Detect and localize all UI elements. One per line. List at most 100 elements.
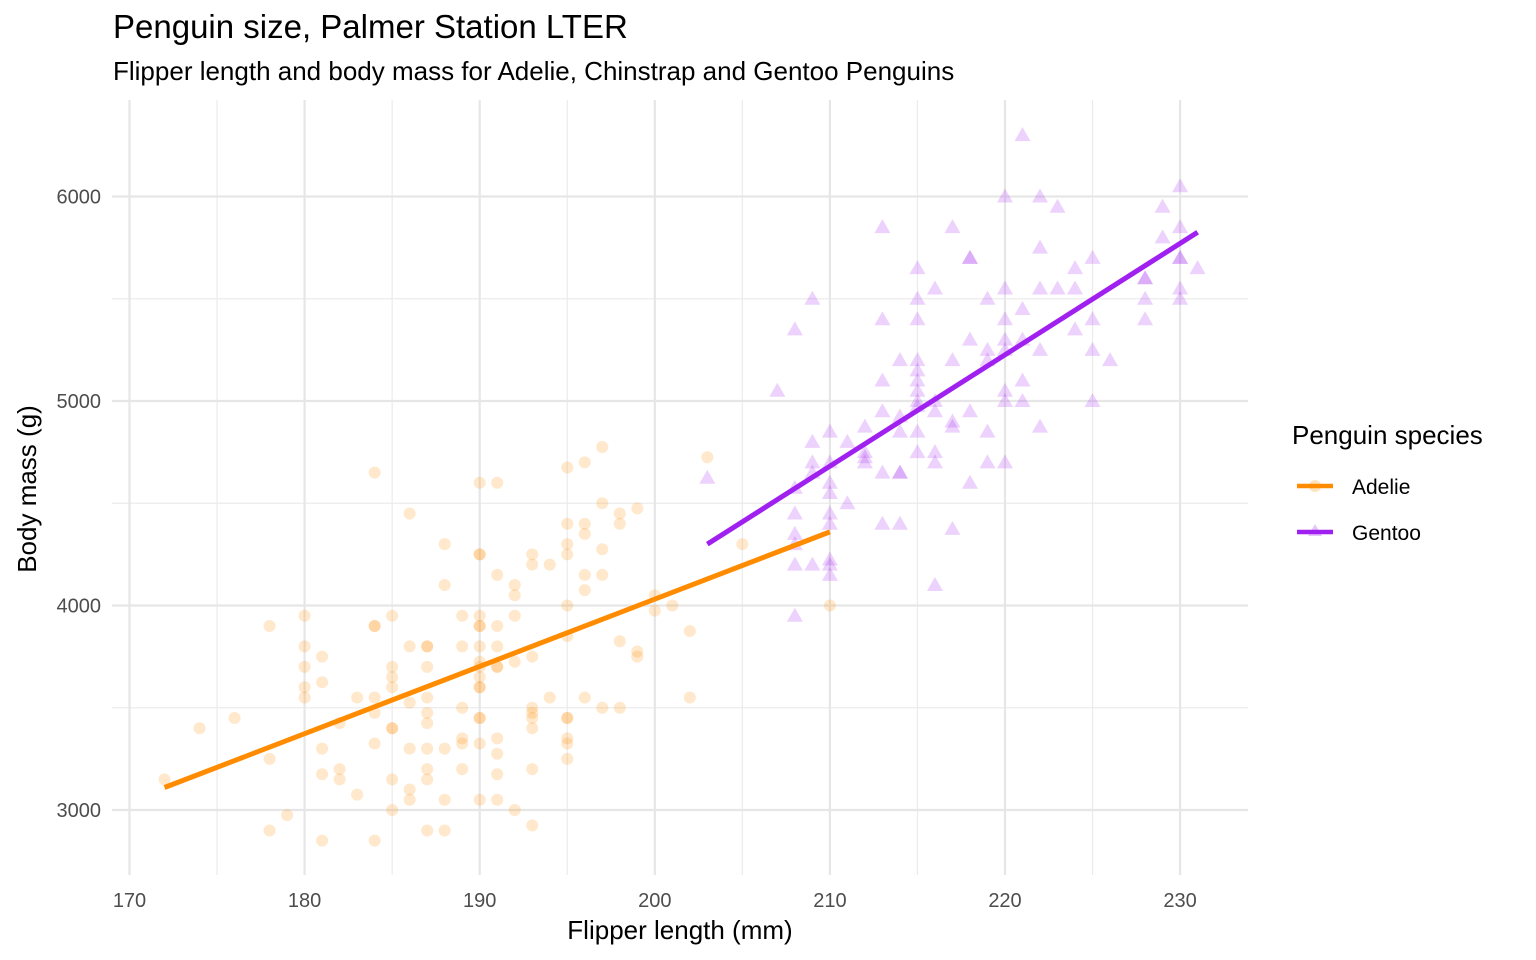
data-point-gentoo (1137, 311, 1154, 326)
data-point-gentoo (874, 464, 891, 479)
data-point-adelie (316, 676, 329, 689)
data-point-gentoo (926, 403, 943, 418)
data-point-adelie (158, 773, 171, 786)
legend-key-gentoo-marker (1308, 524, 1322, 536)
data-point-adelie (351, 691, 364, 704)
data-point-gentoo (804, 556, 821, 571)
data-point-gentoo (1014, 300, 1031, 315)
data-point-adelie (368, 737, 381, 750)
data-point-adelie (438, 538, 451, 551)
data-point-gentoo (1154, 198, 1171, 213)
x-tick-label: 170 (113, 890, 146, 912)
data-point-adelie (508, 655, 521, 668)
data-point-adelie (631, 502, 644, 515)
data-point-adelie (473, 640, 486, 653)
data-point-gentoo (909, 311, 926, 326)
data-point-adelie (561, 599, 574, 612)
data-point-adelie (561, 461, 574, 474)
data-point-adelie (316, 768, 329, 781)
data-point-adelie (403, 696, 416, 709)
data-point-gentoo (961, 249, 978, 264)
data-point-gentoo (997, 331, 1013, 346)
data-point-adelie (526, 650, 539, 663)
data-point-gentoo (961, 474, 978, 489)
data-point-gentoo (821, 485, 838, 500)
data-point-gentoo (1067, 321, 1084, 336)
data-point-adelie (473, 681, 486, 694)
data-point-gentoo (1084, 341, 1101, 356)
data-point-gentoo (944, 418, 961, 433)
data-point-gentoo (786, 607, 803, 622)
data-point-adelie (578, 517, 591, 530)
data-point-gentoo (1172, 178, 1189, 193)
data-point-adelie (491, 640, 504, 653)
data-point-adelie (438, 793, 451, 806)
data-point-adelie (333, 773, 346, 786)
data-point-adelie (456, 737, 469, 750)
data-point-gentoo (1172, 249, 1189, 264)
data-point-adelie (736, 538, 749, 551)
data-point-adelie (526, 711, 539, 724)
data-point-adelie (456, 763, 469, 776)
data-point-gentoo (926, 577, 943, 592)
x-tick-label: 200 (638, 890, 671, 912)
data-point-adelie (526, 548, 539, 561)
data-point-adelie (403, 742, 416, 755)
data-point-adelie (491, 568, 504, 581)
data-point-adelie (543, 691, 556, 704)
x-tick-label: 220 (988, 890, 1021, 912)
data-point-gentoo (786, 321, 803, 336)
data-point-adelie (491, 476, 504, 489)
data-point-gentoo (1172, 219, 1189, 234)
y-tick-label: 5000 (57, 391, 102, 413)
data-point-adelie (631, 645, 644, 658)
data-point-adelie (473, 548, 486, 561)
data-point-gentoo (874, 372, 891, 387)
data-point-gentoo (909, 444, 926, 459)
data-point-adelie (368, 619, 381, 632)
data-point-adelie (368, 834, 381, 847)
data-point-adelie (526, 701, 539, 714)
data-point-gentoo (944, 219, 961, 234)
data-point-adelie (543, 558, 556, 571)
data-point-gentoo (1032, 188, 1049, 203)
data-point-gentoo (997, 382, 1013, 397)
data-point-adelie (421, 640, 434, 653)
data-point-adelie (683, 691, 696, 704)
data-point-adelie (561, 732, 574, 745)
data-point-adelie (421, 773, 434, 786)
data-point-adelie (473, 619, 486, 632)
data-point-gentoo (944, 413, 961, 428)
y-axis-title: Body mass (g) (12, 405, 42, 573)
data-point-adelie (561, 711, 574, 724)
data-point-adelie (403, 507, 416, 520)
data-point-gentoo (909, 290, 926, 305)
data-point-gentoo (909, 260, 926, 275)
data-point-gentoo (1084, 311, 1101, 326)
data-point-gentoo (1137, 270, 1154, 285)
data-point-adelie (631, 650, 644, 663)
legend: Penguin species Adelie Gentoo (1292, 420, 1483, 545)
data-point-adelie (386, 681, 399, 694)
data-point-gentoo (874, 515, 891, 530)
data-point-gentoo (1172, 249, 1189, 264)
chart-subtitle: Flipper length and body mass for Adelie,… (113, 56, 955, 86)
data-point-adelie (421, 660, 434, 673)
data-point-gentoo (997, 280, 1013, 295)
data-point-adelie (578, 691, 591, 704)
data-point-adelie (456, 609, 469, 622)
data-point-adelie (596, 701, 609, 714)
data-point-adelie (561, 752, 574, 765)
data-point-adelie (648, 604, 661, 617)
data-point-adelie (193, 722, 206, 735)
data-point-adelie (613, 635, 626, 648)
data-point-gentoo (997, 188, 1013, 203)
tick-labels: 170 180 190 200 210 220 230 3000 4000 5000 6000 (57, 187, 1197, 913)
data-point-gentoo (961, 249, 978, 264)
data-point-adelie (491, 793, 504, 806)
data-point-gentoo (821, 551, 838, 566)
data-point-adelie (351, 788, 364, 801)
data-point-adelie (701, 451, 714, 464)
data-point-adelie (491, 660, 504, 673)
data-point-gentoo (786, 505, 803, 520)
